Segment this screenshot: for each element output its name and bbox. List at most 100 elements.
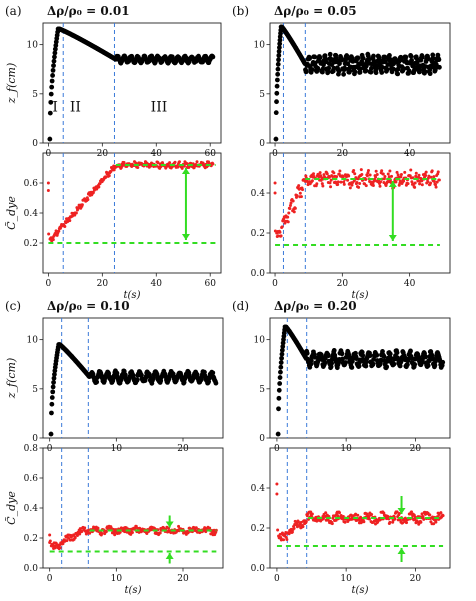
data-point [276, 53, 282, 58]
arrow-head [165, 553, 174, 559]
data-point [273, 110, 279, 116]
data-point [336, 514, 340, 518]
data-point [276, 528, 280, 532]
y-tick-label: 0.4 [24, 209, 39, 219]
data-point [275, 66, 281, 72]
data-point [286, 220, 290, 224]
data-point [430, 55, 436, 61]
data-point [315, 65, 321, 71]
x-tick-label: 20 [177, 574, 189, 584]
data-point [211, 162, 215, 166]
data-point [347, 68, 353, 74]
data-point [328, 181, 332, 185]
data-point [439, 511, 443, 515]
x-tick-label: 10 [340, 444, 352, 454]
data-point [367, 353, 373, 359]
data-point [362, 520, 366, 524]
data-point [47, 110, 53, 116]
data-point [408, 348, 413, 354]
axes-frame [269, 22, 451, 144]
data-point [322, 360, 328, 366]
data-point [278, 364, 284, 370]
axes-frame [269, 447, 451, 569]
x-axis-label: t(s) [352, 290, 369, 301]
data-point [109, 170, 113, 174]
data-point [326, 353, 331, 359]
data-point [433, 357, 439, 363]
data-point [417, 173, 421, 177]
data-point [420, 357, 425, 363]
data-point [423, 354, 428, 360]
data-point [342, 182, 346, 186]
data-point [424, 173, 428, 177]
data-point [405, 521, 409, 525]
data-point [422, 69, 428, 74]
x-tick-label: 60 [204, 149, 216, 159]
data-point [280, 225, 284, 229]
data-point [307, 56, 312, 61]
data-point [275, 492, 279, 496]
data-point [210, 54, 216, 60]
data-point [96, 526, 100, 530]
x-axis-label: t(s) [124, 290, 141, 301]
series-zf [47, 26, 216, 142]
data-point [428, 513, 432, 517]
data-point [295, 522, 299, 526]
data-point [297, 520, 301, 524]
data-point [304, 520, 308, 524]
data-point [156, 161, 160, 165]
data-point [83, 526, 87, 530]
data-point [360, 55, 366, 61]
data-point [402, 179, 406, 183]
data-point [346, 178, 350, 182]
y-tick-label: 0.2 [251, 524, 265, 534]
data-point [325, 172, 329, 176]
data-point [322, 173, 326, 177]
data-point [168, 161, 172, 165]
data-point [52, 371, 57, 377]
data-point [308, 358, 314, 363]
data-point [210, 370, 216, 376]
data-point [352, 69, 358, 75]
x-tick-label: 40 [151, 149, 163, 159]
data-point [287, 211, 291, 215]
data-point [285, 537, 289, 541]
data-point [397, 175, 401, 179]
data-point [436, 57, 442, 63]
data-point [429, 181, 433, 185]
data-point [63, 225, 67, 228]
axes-frame [42, 22, 222, 144]
data-point [440, 359, 446, 365]
y-tick-label: 0.0 [251, 564, 266, 574]
arrow-head [388, 235, 397, 241]
data-point [336, 180, 340, 184]
data-point [50, 67, 56, 73]
data-point [309, 510, 313, 514]
x-tick-label: 60 [204, 279, 216, 289]
data-point [151, 376, 156, 381]
data-point [273, 136, 279, 142]
data-point [273, 181, 277, 185]
data-point [342, 65, 348, 71]
y-tick-label: 5 [259, 385, 265, 395]
panel-b_bottom: 0 20 40 0.0 0.2 0.4 t(s) [251, 152, 451, 301]
x-tick-label: 40 [151, 279, 163, 289]
data-point [177, 524, 181, 528]
x-tick-label: 20 [337, 279, 349, 289]
data-point [408, 53, 414, 59]
data-point [360, 353, 366, 358]
data-point [406, 68, 412, 74]
data-point [275, 71, 281, 77]
data-point [345, 61, 351, 67]
data-point [338, 511, 342, 515]
data-point [330, 522, 334, 526]
data-point [304, 350, 310, 356]
data-point [416, 179, 420, 183]
data-point [295, 194, 299, 198]
data-point [403, 170, 407, 174]
data-point [355, 181, 359, 185]
data-point [324, 518, 328, 522]
data-point [364, 178, 368, 182]
data-point [52, 54, 57, 60]
